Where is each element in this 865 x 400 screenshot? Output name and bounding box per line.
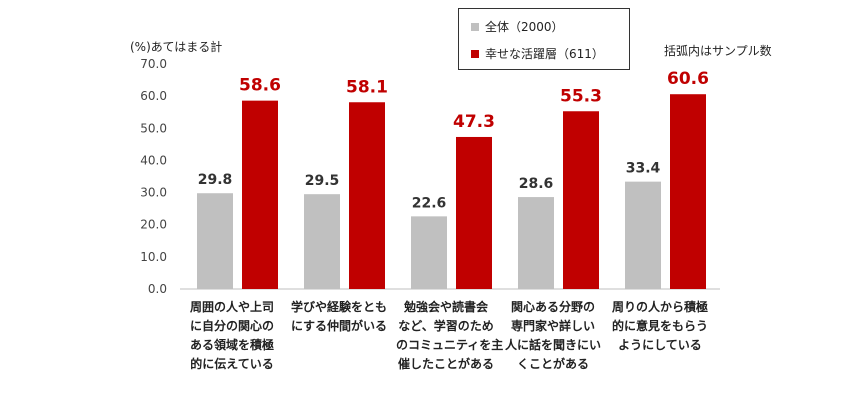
- data-label-overall: 29.5: [305, 173, 340, 189]
- category-label: 周囲の人や上司 に自分の関心の ある領域を積極 的に伝えている: [182, 298, 282, 374]
- legend-label-overall: 全体（2000）: [485, 20, 564, 34]
- category-label-line: など、学習のため: [398, 319, 494, 333]
- category-label-line: ようにしている: [618, 338, 702, 352]
- category-label: 周りの人から積極 的に意見をもらう ようにしている: [610, 298, 710, 355]
- category-label-line: 人に話を聞きにい: [504, 338, 601, 352]
- category-label-line: ある領域を積極: [189, 338, 274, 352]
- category-label-line: のコミュニティを主: [396, 338, 504, 352]
- bar-happy-active: [349, 102, 385, 289]
- y-tick-label: 40.0: [140, 153, 167, 167]
- bar-happy-active: [456, 136, 492, 289]
- category-label-line: くことがある: [516, 357, 589, 371]
- data-label-happy-active: 55.3: [560, 86, 602, 106]
- data-label-overall: 29.8: [198, 172, 233, 188]
- y-tick-label: 10.0: [140, 250, 167, 264]
- bar-overall: [304, 194, 340, 289]
- y-tick-label: 50.0: [140, 121, 167, 135]
- category-label-line: 的に意見をもらう: [611, 319, 708, 333]
- bar-happy-active: [242, 100, 278, 290]
- sample-size-note: 括弧内はサンプル数: [664, 44, 772, 58]
- y-axis-label: (%)あてはまる計: [130, 40, 223, 54]
- legend-item-happy-active: 幸せな活躍層（611）: [471, 45, 604, 62]
- data-label-happy-active: 58.6: [239, 76, 281, 96]
- category-label-line: 周りの人から積極: [611, 300, 708, 314]
- legend-item-overall: 全体（2000）: [471, 18, 564, 35]
- bar-overall: [518, 197, 554, 289]
- category-label-line: にする仲間がいる: [290, 319, 388, 333]
- category-label-line: 勉強会や読書会: [403, 300, 488, 314]
- data-label-overall: 28.6: [519, 176, 554, 192]
- data-label-happy-active: 58.1: [346, 77, 388, 97]
- category-label-line: 学びや経験をとも: [290, 300, 387, 314]
- bar-overall: [625, 181, 661, 289]
- category-label: 勉強会や読書会 など、学習のため のコミュニティを主 催したことがある: [396, 298, 504, 374]
- y-tick-label: 20.0: [140, 218, 167, 232]
- y-tick-label: 30.0: [140, 186, 167, 200]
- legend-swatch-overall: [471, 22, 479, 31]
- legend: 全体（2000） 幸せな活躍層（611）: [458, 8, 630, 70]
- data-label-overall: 22.6: [412, 195, 447, 211]
- y-tick-label: 60.0: [140, 89, 167, 103]
- category-label-line: 周囲の人や上司: [189, 300, 274, 314]
- category-label-line: 関心ある分野の: [510, 300, 595, 314]
- y-tick-label: 0.0: [148, 282, 167, 296]
- category-label-line: 専門家や詳しい: [510, 319, 595, 333]
- bar-overall: [197, 193, 233, 289]
- bar-happy-active: [670, 94, 706, 289]
- category-label: 学びや経験をとも にする仲間がいる: [289, 298, 389, 336]
- legend-swatch-happy-active: [471, 49, 479, 58]
- category-label-line: に自分の関心の: [189, 319, 274, 333]
- data-label-happy-active: 60.6: [667, 69, 709, 89]
- category-label-line: 的に伝えている: [190, 357, 274, 371]
- category-label: 関心ある分野の 専門家や詳しい 人に話を聞きにい くことがある: [503, 298, 603, 374]
- bar-overall: [411, 216, 447, 289]
- bar-happy-active: [563, 111, 599, 289]
- legend-label-happy-active: 幸せな活躍層（611）: [485, 47, 604, 61]
- data-label-overall: 33.4: [626, 161, 661, 177]
- category-label-line: 催したことがある: [397, 357, 494, 371]
- y-tick-label: 70.0: [140, 57, 167, 71]
- data-label-happy-active: 47.3: [453, 112, 495, 132]
